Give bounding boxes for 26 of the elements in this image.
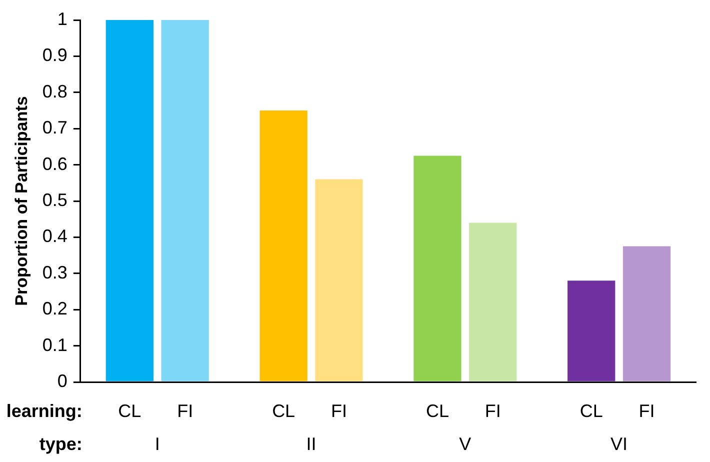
text: FI [484, 400, 501, 421]
text: CL [272, 400, 296, 421]
y-tick-label: 0.1 [42, 334, 68, 355]
y-tick-label: 0.5 [42, 190, 68, 210]
text: FI [638, 400, 655, 421]
y-tick-label: 0.6 [42, 154, 68, 174]
series-label: CL [118, 400, 142, 421]
y-tick-label: 0 [57, 370, 68, 391]
text: CL [580, 400, 603, 421]
text: type: [39, 434, 82, 454]
series-label: FI [177, 400, 194, 421]
text: FI [330, 400, 347, 421]
y-tick-label: 1 [57, 8, 68, 29]
y-tick-label: 0.4 [42, 226, 68, 246]
y-tick-label: 0.3 [42, 262, 68, 282]
text: learning: [6, 400, 82, 421]
y-tick-label: 0.8 [42, 81, 68, 102]
x-tick-label: VI [610, 434, 628, 454]
y-tick-label: 0.2 [42, 298, 68, 319]
y-tick-label: 0.9 [42, 45, 68, 66]
y-tick-label: 0.7 [42, 118, 68, 138]
text: CL [426, 400, 449, 421]
x-tick-label: II [306, 434, 316, 454]
y-axis-title: Proportion of Participants [12, 96, 31, 306]
x-tick-label: I [154, 434, 160, 454]
x-tick-label: V [459, 434, 472, 454]
